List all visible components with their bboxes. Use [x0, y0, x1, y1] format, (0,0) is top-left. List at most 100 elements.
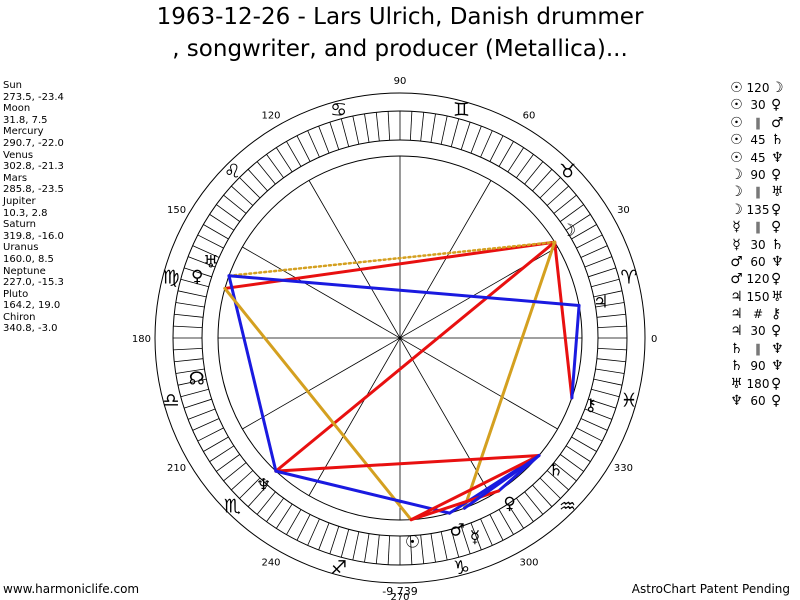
aspect-row: ☉ ∥ ♂ [728, 115, 798, 132]
degree-tick [507, 503, 524, 529]
degree-tick [571, 224, 597, 240]
aspect-angle: 120 [746, 272, 770, 287]
degree-tick [420, 112, 425, 142]
aspect-planet-b-icon: ⚷ [771, 306, 782, 323]
aspect-line-moon-chiron [553, 240, 574, 400]
degree-tick [430, 113, 436, 143]
cancer-sign-icon: ♋ [330, 99, 347, 121]
sun-planet-icon: ☉ [405, 533, 420, 553]
degree-tick [286, 141, 302, 167]
gemini-sign-icon: ♊ [453, 99, 470, 121]
aspect-line-neptune-mars [274, 469, 452, 515]
degree-tick [409, 535, 413, 565]
aspect-planet-b-icon: ♆ [771, 253, 784, 270]
saturn-planet-icon: ♄ [548, 461, 563, 481]
mars-planet-icon: ♂ [450, 521, 465, 541]
degree-tick [364, 533, 370, 563]
aspect-row: ♅ 180 ♀ [728, 376, 798, 393]
aspect-planet-a-icon: ☉ [730, 80, 743, 96]
degree-tick [532, 169, 553, 192]
degree-label-330: 330 [614, 463, 633, 474]
aspect-line-sun-saturn [409, 453, 541, 522]
planet-coords-mercury: 290.7, -22.0 [3, 137, 64, 149]
patent-note: AstroChart Patent Pending [631, 582, 790, 596]
website-link[interactable]: www.harmoniclife.com [3, 582, 140, 596]
aspect-planet-a-icon: ☽ [730, 166, 743, 183]
chart-title-line2: , songwriter, and producer (Metallica)..… [172, 36, 628, 62]
degree-tick [197, 427, 224, 442]
aspect-planet-a-icon: ☽ [730, 201, 743, 218]
degree-tick [175, 368, 205, 374]
degree-tick [450, 118, 460, 147]
degree-tick [183, 267, 212, 278]
degree-label-0: 0 [651, 334, 657, 345]
degree-tick [216, 454, 241, 472]
aspect-line-pluto-sun [223, 286, 413, 522]
planet-coords-uranus: 160.0, 8.5 [3, 253, 54, 265]
sagittarius-sign-icon: ♐ [330, 557, 347, 579]
leo-sign-icon: ♌ [224, 160, 241, 182]
aspect-planet-a-icon: ♃ [730, 323, 743, 340]
degree-tick [539, 177, 561, 199]
degree-tick [498, 509, 514, 535]
degree-tick [266, 497, 284, 522]
degree-tick [307, 130, 320, 158]
degree-tick [318, 125, 330, 154]
planet-name-mars: Mars [3, 172, 28, 184]
degree-tick [596, 313, 626, 318]
degree-tick [470, 522, 482, 551]
degree-tick [440, 531, 448, 561]
degree-tick [580, 418, 608, 431]
aspect-angle: 45 [750, 150, 766, 165]
degree-tick [597, 325, 627, 329]
degree-tick [266, 154, 284, 179]
degree-tick [223, 462, 247, 482]
degree-tick [498, 141, 514, 167]
degree-tick [173, 347, 203, 351]
degree-tick [187, 256, 216, 268]
planet-name-saturn: Saturn [3, 219, 37, 231]
aspect-angle: 150 [746, 289, 770, 304]
jupiter-planet-icon: ♃ [593, 293, 608, 313]
aspect-angle: 30 [750, 98, 766, 113]
aspect-planet-b-icon: ♄ [771, 132, 784, 149]
planet-name-jupiter: Jupiter [3, 195, 36, 207]
aspect-row: ♃ 30 ♀ [728, 323, 798, 340]
aspect-row: ♂ 120 ♀ [728, 271, 798, 288]
degree-label-210: 210 [167, 463, 186, 474]
degree-tick [524, 491, 544, 515]
degree-tick [507, 147, 524, 173]
degree-tick [329, 526, 340, 555]
degree-tick [565, 214, 591, 231]
mercury-planet-icon: ☿ [470, 527, 480, 547]
planet-name-neptune: Neptune [3, 265, 46, 277]
aspect-planet-b-icon: ♀ [771, 375, 782, 392]
planet-coords-pluto: 164.2, 19.0 [3, 300, 61, 312]
aspect-row: ☉ 45 ♆ [728, 150, 798, 167]
degree-tick [247, 484, 268, 507]
planet-name-sun: Sun [3, 80, 23, 91]
degree-tick [584, 408, 613, 420]
libra-sign-icon: ♎ [163, 389, 180, 411]
planet-name-chiron: Chiron [3, 311, 36, 323]
aspect-line-neptune-saturn [274, 453, 541, 473]
degree-tick [276, 503, 293, 529]
pisces-sign-icon: ♓ [620, 389, 637, 411]
degree-tick [470, 125, 482, 154]
aspect-list: ☉ 120 ☽ ☉ 30 ♀ ☉ ∥ ♂ ☉ 45 ♄ ☉ 45 ♆ ☽ 90 ♀ ☽ ∥ ♅ ☽ 135 ♀ ☿ ∥ ♀ ☿ 30 ♄ ♂… [728, 80, 798, 410]
lunar-node-icon: ☊ [189, 368, 205, 389]
degree-tick [489, 135, 504, 162]
degree-tick [173, 325, 203, 329]
planet-name-pluto: Pluto [3, 288, 29, 300]
aspect-angle: ∥ [755, 185, 761, 200]
aspect-row: ☉ 45 ♄ [728, 132, 798, 149]
degree-label-90: 90 [394, 76, 407, 87]
degree-tick [247, 169, 268, 192]
degree-tick [420, 534, 425, 564]
aspect-planet-a-icon: ♅ [730, 375, 743, 392]
degree-tick [375, 112, 380, 142]
moon-planet-icon: ☽ [561, 221, 576, 241]
degree-tick [576, 427, 603, 442]
aspect-line-uranus-neptune [227, 274, 278, 473]
degree-tick [580, 245, 608, 258]
